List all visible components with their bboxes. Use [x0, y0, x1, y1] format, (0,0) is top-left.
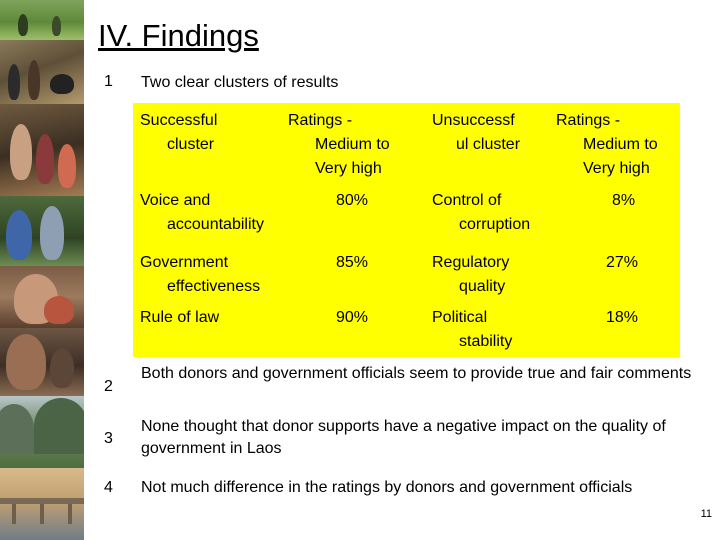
table-row-1-unsuccess-rating: 8%	[612, 192, 636, 209]
header-successful-cluster: Successful cluster	[140, 112, 218, 153]
findings-table: Successful cluster Ratings - Medium to V…	[133, 103, 680, 357]
finding-text-4: Not much difference in the ratings by do…	[141, 479, 633, 496]
header-unsuccessful-cluster: Unsuccessf ul cluster	[432, 112, 521, 153]
photo-strip	[0, 0, 84, 540]
table-row-3-unsuccess-label: Political stability	[432, 309, 513, 350]
bridge-river-photo	[0, 468, 84, 540]
finding-text-2: Both donors and government officials see…	[141, 365, 692, 382]
finding-number-1: 1	[104, 73, 113, 90]
woman-sewing-photo	[0, 266, 84, 328]
page-number: 11	[700, 508, 712, 520]
table-row-1-success-label: Voice and accountability	[140, 192, 264, 233]
mountain-landscape-photo	[0, 396, 84, 468]
table-row-1-success-rating: 80%	[336, 192, 369, 209]
table-row-2-unsuccess-rating: 27%	[606, 254, 639, 271]
table-row-3-success-label: Rule of law	[140, 309, 220, 326]
finding-number-4: 4	[104, 479, 113, 496]
table-row-2-unsuccess-label: Regulatory quality	[432, 254, 510, 295]
table-row-2-success-label: Government effectiveness	[140, 254, 261, 295]
finding-text-1: Two clear clusters of results	[141, 74, 339, 91]
elder-woman-photo	[0, 328, 84, 396]
slide-title: IV. Findings	[98, 18, 259, 53]
header-ratings-left: Ratings - Medium to Very high	[288, 112, 390, 177]
rice-field-photo	[0, 0, 84, 40]
table-row-1-unsuccess-label: Control of corruption	[432, 192, 531, 233]
women-photo	[0, 196, 84, 266]
table-row-3-unsuccess-rating: 18%	[606, 309, 639, 326]
family-photo	[0, 104, 84, 196]
table-row-3-success-rating: 90%	[336, 309, 369, 326]
village-people-photo	[0, 40, 84, 104]
finding-number-2: 2	[104, 378, 113, 395]
finding-number-3: 3	[104, 430, 113, 447]
table-row-2-success-rating: 85%	[336, 254, 369, 271]
header-ratings-right: Ratings - Medium to Very high	[556, 112, 658, 177]
finding-text-3: None thought that donor supports have a …	[141, 418, 666, 457]
